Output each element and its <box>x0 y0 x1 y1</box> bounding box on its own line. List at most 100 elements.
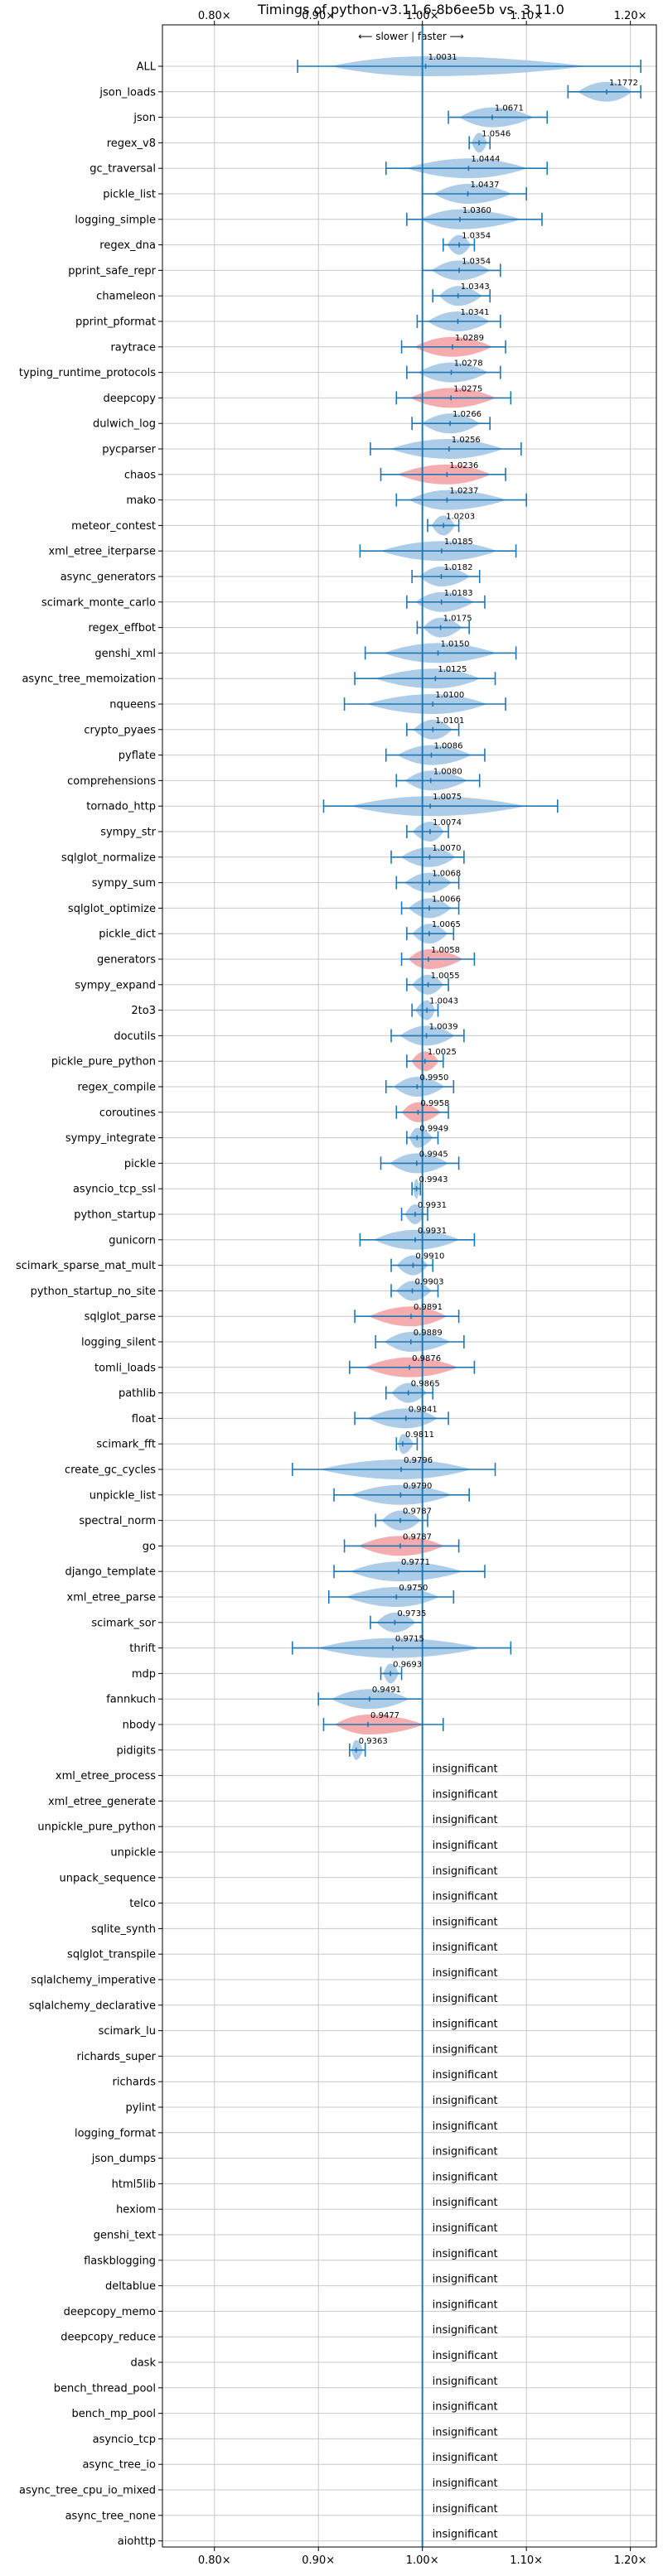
value-label: 1.0343 <box>461 282 490 292</box>
benchmark-label: hexiom <box>116 2204 156 2217</box>
benchmark-label: crypto_pyaes <box>84 724 156 736</box>
benchmark-label: coroutines <box>99 1107 156 1119</box>
benchmark-label: unpack_sequence <box>59 1872 156 1884</box>
value-label: 1.0039 <box>429 1022 458 1031</box>
benchmark-label: chaos <box>124 469 156 481</box>
benchmark-label: scimark_monte_carlo <box>41 596 156 609</box>
insignificant-label: insignificant <box>433 2503 498 2516</box>
benchmark-label: sqlglot_parse <box>85 1311 156 1324</box>
value-label: 1.0058 <box>431 946 460 955</box>
benchmark-label: xml_etree_generate <box>48 1796 156 1808</box>
benchmark-label: async_tree_memoization <box>22 673 156 686</box>
insignificant-label: insignificant <box>433 2477 498 2490</box>
value-label: 0.9865 <box>411 1380 440 1389</box>
insignificant-label: insignificant <box>433 1942 498 1954</box>
value-label: 1.0175 <box>443 615 472 624</box>
value-label: 1.0354 <box>462 257 491 266</box>
plot-frame <box>162 24 657 2548</box>
insignificant-label: insignificant <box>433 1814 498 1826</box>
x-tick-label-top: 0.80× <box>198 10 231 22</box>
insignificant-label: insignificant <box>433 2324 498 2337</box>
benchmark-label: sympy_str <box>100 827 156 839</box>
benchmark-label: go <box>143 1541 156 1553</box>
direction-label: ⟵ slower | faster ⟶ <box>358 31 464 42</box>
value-label: 1.0080 <box>433 767 462 776</box>
benchmark-label: deepcopy <box>103 393 156 405</box>
value-label: 1.0055 <box>431 972 460 981</box>
value-label: 1.0354 <box>462 232 491 241</box>
x-tick-label-top: 0.90× <box>302 10 335 22</box>
benchmark-label: pickle_dict <box>99 929 156 941</box>
benchmark-label: sympy_integrate <box>65 1132 156 1145</box>
insignificant-label: insignificant <box>433 2376 498 2388</box>
value-label: 1.0546 <box>482 129 511 138</box>
value-label: 1.0275 <box>453 384 482 393</box>
insignificant-label: insignificant <box>433 2248 498 2260</box>
benchmark-label: pprint_pformat <box>75 316 156 329</box>
benchmark-label: nqueens <box>109 699 156 712</box>
benchmark-label: unpickle_list <box>90 1489 156 1502</box>
benchmark-label: scimark_sor <box>91 1617 156 1629</box>
value-label: 0.9931 <box>418 1201 447 1210</box>
value-label: 1.1772 <box>609 79 638 88</box>
benchmark-label: python_startup <box>74 1209 156 1222</box>
benchmark-label: mako <box>126 494 156 507</box>
benchmark-label: bench_thread_pool <box>54 2382 156 2395</box>
value-label: 0.9771 <box>401 1558 430 1567</box>
value-label: 1.0289 <box>455 334 484 343</box>
benchmark-label: unpickle_pure_python <box>37 1821 156 1834</box>
value-label: 0.9891 <box>414 1303 443 1312</box>
value-label: 0.9949 <box>419 1125 448 1134</box>
benchmark-label: html5lib <box>112 2178 156 2191</box>
insignificant-label: insignificant <box>433 2146 498 2159</box>
value-label: 1.0070 <box>432 844 461 853</box>
benchmark-label: xml_etree_parse <box>67 1592 156 1604</box>
benchmark-label: asyncio_tcp_ssl <box>73 1184 156 1196</box>
insignificant-label: insignificant <box>433 2350 498 2362</box>
value-label: 0.9787 <box>403 1532 432 1541</box>
benchmark-label: pickle <box>124 1158 156 1170</box>
benchmark-label: pathlib <box>119 1387 156 1400</box>
insignificant-label: insignificant <box>433 2222 498 2235</box>
insignificant-label: insignificant <box>433 2069 498 2082</box>
x-tick-label-top: 1.20× <box>614 10 647 22</box>
benchmark-label: pickle_pure_python <box>51 1056 156 1069</box>
value-label: 1.0125 <box>438 665 467 674</box>
value-label: 0.9950 <box>419 1073 448 1083</box>
benchmark-label: deepcopy_reduce <box>60 2332 156 2344</box>
value-label: 1.0025 <box>428 1048 457 1057</box>
benchmark-label: gunicorn <box>109 1234 156 1247</box>
benchmark-label: float <box>132 1413 156 1425</box>
insignificant-label: insignificant <box>433 2043 498 2056</box>
value-label: 1.0086 <box>433 742 462 751</box>
benchmark-label: regex_dna <box>99 239 156 252</box>
value-label: 0.9715 <box>395 1635 424 1644</box>
value-label: 0.9750 <box>399 1584 428 1593</box>
value-label: 0.9787 <box>403 1507 432 1517</box>
benchmark-label: generators <box>97 954 156 967</box>
value-label: 1.0066 <box>432 895 461 904</box>
x-tick-label-bottom: 1.10× <box>510 2554 543 2567</box>
benchmark-label: fannkuch <box>106 1694 156 1706</box>
benchmark-label: pyflate <box>119 750 156 762</box>
insignificant-label: insignificant <box>433 2452 498 2464</box>
value-label: 0.9841 <box>409 1405 438 1414</box>
benchmark-label: regex_compile <box>77 1082 156 1094</box>
benchmark-label: logging_format <box>75 2127 156 2139</box>
x-tick-label-top: 1.00× <box>406 10 439 22</box>
x-tick-label-bottom: 1.00× <box>406 2554 439 2567</box>
benchmark-label: nbody <box>123 1720 157 1732</box>
value-label: 0.9931 <box>418 1227 447 1236</box>
value-label: 0.9363 <box>359 1737 388 1746</box>
benchmark-label: telco <box>129 1898 156 1910</box>
insignificant-label: insignificant <box>433 1865 498 1878</box>
value-label: 0.9958 <box>420 1099 449 1108</box>
benchmark-label: regex_v8 <box>107 137 156 150</box>
value-label: 1.0075 <box>433 793 462 802</box>
value-label: 0.9477 <box>370 1711 399 1720</box>
insignificant-label: insignificant <box>433 1916 498 1928</box>
value-label: 1.0101 <box>435 716 464 726</box>
value-label: 0.9796 <box>404 1456 433 1465</box>
